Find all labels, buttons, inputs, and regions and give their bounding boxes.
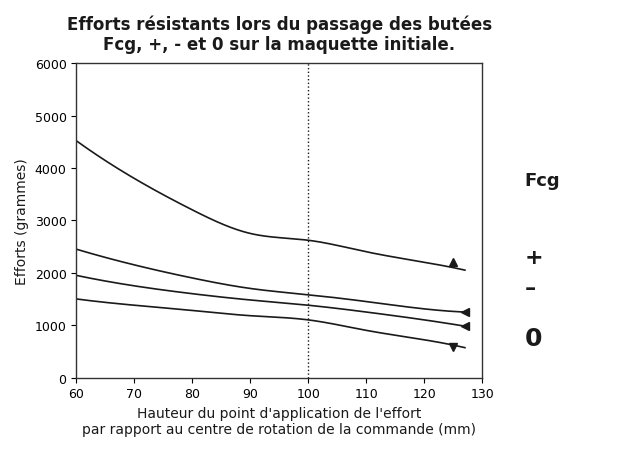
- Title: Efforts résistants lors du passage des butées
Fcg, +, - et 0 sur la maquette ini: Efforts résistants lors du passage des b…: [66, 15, 492, 54]
- Text: Fcg: Fcg: [525, 171, 560, 189]
- X-axis label: Hauteur du point d'application de l'effort
par rapport au centre de rotation de : Hauteur du point d'application de l'effo…: [83, 406, 476, 436]
- Text: 0: 0: [525, 326, 542, 350]
- Y-axis label: Efforts (grammes): Efforts (grammes): [15, 158, 29, 284]
- Text: –: –: [525, 279, 536, 299]
- Text: +: +: [525, 247, 543, 267]
